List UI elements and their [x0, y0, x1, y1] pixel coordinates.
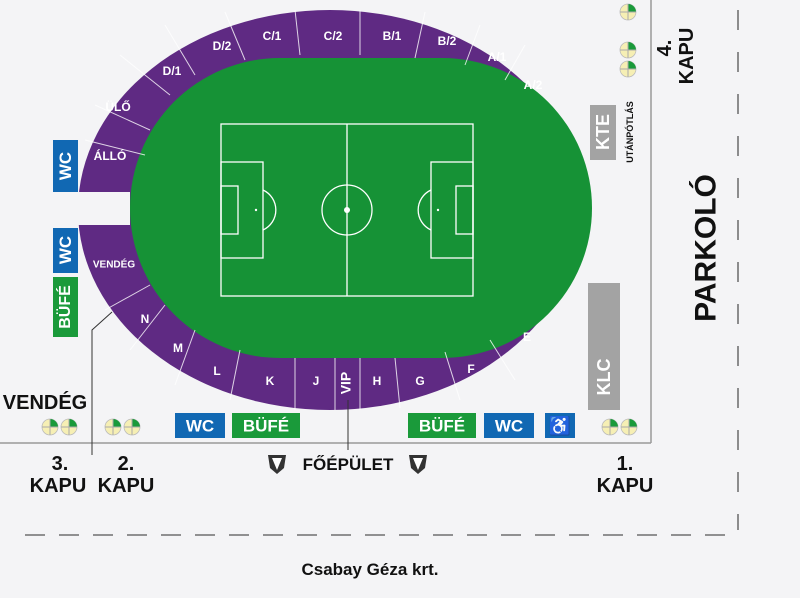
- section-label: D/1: [163, 64, 182, 78]
- gate-4-number: 4.: [654, 40, 676, 57]
- svg-text:WC: WC: [56, 152, 75, 180]
- pitch-area: [130, 58, 592, 358]
- parking-label: PARKOLÓ: [689, 174, 723, 322]
- gate-2-number: 2.: [118, 453, 135, 475]
- section-label: A/1: [488, 50, 507, 64]
- turnstile-icon: [619, 41, 637, 59]
- section-label: J: [313, 374, 320, 388]
- section-label-vip: VIP: [338, 372, 354, 395]
- street-label: Csabay Géza krt.: [301, 560, 438, 579]
- gate-2-label: KAPU: [98, 475, 155, 497]
- svg-text:KTE: KTE: [593, 114, 613, 150]
- section-label: L: [213, 364, 220, 378]
- section-label: F: [467, 362, 474, 376]
- club-crest-icon: [268, 455, 286, 474]
- turnstile-icon: [620, 418, 638, 436]
- wc-bottom-left[interactable]: WC: [175, 413, 225, 438]
- gate-1-number: 1.: [617, 453, 634, 475]
- wc-bottom-right[interactable]: WC: [484, 413, 534, 438]
- turnstile-icon: [60, 418, 78, 436]
- gate-4-label: KAPU: [676, 28, 698, 85]
- turnstile-icon: [123, 418, 141, 436]
- leader-line: [91, 311, 113, 455]
- section-label: M: [173, 341, 183, 355]
- section-label: VENDÉG: [93, 258, 135, 271]
- gate-1-label: KAPU: [597, 475, 654, 497]
- section-label: ÜLŐ: [105, 99, 130, 114]
- turnstile-icon: [619, 3, 637, 21]
- bufe-bottom-left[interactable]: BÜFÉ: [232, 413, 300, 438]
- turnstile-icon: [41, 418, 59, 436]
- section-label: A/2: [524, 78, 543, 92]
- left-stand-gap: [70, 192, 130, 225]
- section-label: K: [266, 374, 275, 388]
- svg-text:WC: WC: [56, 236, 75, 264]
- section-label: E: [523, 330, 531, 344]
- stands: D/2 C/1 C/2 B/1 B/2 A/1 A/2 ÁLLÓ ÜLŐ D/1…: [70, 9, 620, 410]
- wc-left-bottom: WC: [53, 228, 78, 273]
- gate-3-number: 3.: [52, 453, 69, 475]
- klc-building: KLC: [588, 283, 620, 410]
- wheelchair-icon: ♿: [545, 413, 575, 438]
- kte-building: KTE: [590, 105, 616, 160]
- section-label: N: [141, 312, 150, 326]
- section-label: D/2: [213, 39, 232, 53]
- club-crest-icon: [409, 455, 427, 474]
- svg-text:BÜFÉ: BÜFÉ: [55, 285, 74, 329]
- vendeg-label: VENDÉG: [3, 391, 87, 414]
- svg-text:♿: ♿: [549, 415, 571, 436]
- svg-text:WC: WC: [495, 417, 523, 436]
- section-label: C/1: [263, 29, 282, 43]
- turnstile-icon: [601, 418, 619, 436]
- utanpotlas-label: UTÁNPÓTLÁS: [624, 101, 635, 163]
- section-dividers: [84, 9, 526, 410]
- svg-text:WC: WC: [186, 417, 214, 436]
- turnstile-icon: [104, 418, 122, 436]
- svg-text:BÜFÉ: BÜFÉ: [419, 417, 465, 436]
- wc-left-top: WC: [53, 140, 78, 192]
- main-building-label: FŐÉPÜLET: [303, 455, 394, 474]
- bufe-bottom-right[interactable]: BÜFÉ: [408, 413, 476, 438]
- bufe-left: BÜFÉ: [53, 277, 78, 337]
- section-label: H: [373, 374, 382, 388]
- turnstile-icon: [619, 60, 637, 78]
- section-label: ÁLLÓ: [94, 148, 127, 163]
- gate-3-label: KAPU: [30, 475, 87, 497]
- section-label: C/2: [324, 29, 343, 43]
- turnstile-icons: [41, 3, 638, 436]
- section-label: B/1: [383, 29, 402, 43]
- svg-text:BÜFÉ: BÜFÉ: [243, 417, 289, 436]
- section-label: B/2: [438, 34, 457, 48]
- svg-text:KLC: KLC: [594, 359, 614, 396]
- section-label: G: [415, 374, 424, 388]
